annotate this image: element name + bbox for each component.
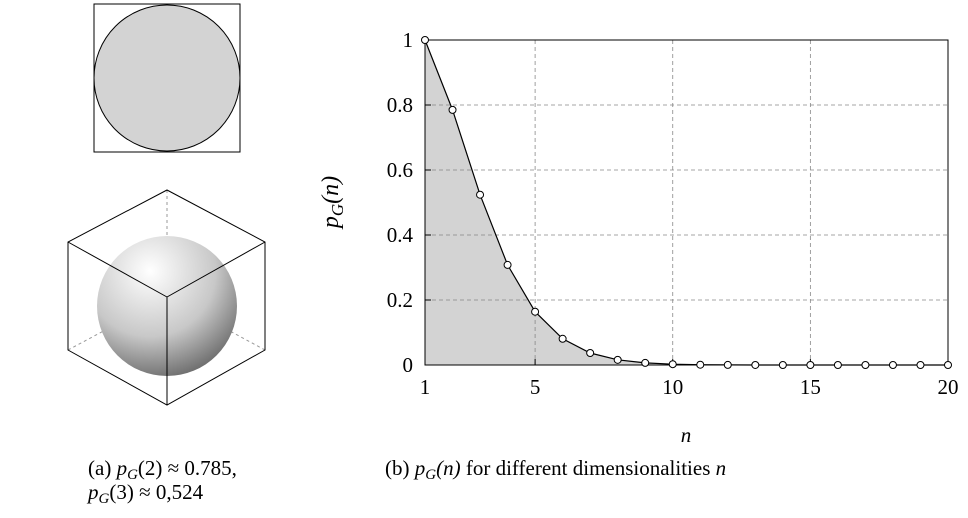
marker bbox=[833, 360, 842, 369]
marker bbox=[558, 334, 567, 343]
marker bbox=[503, 260, 512, 269]
marker bbox=[476, 190, 485, 199]
caption-a-line2: pG(3) ≈ 0,524 bbox=[86, 480, 204, 507]
x-tick-label: 5 bbox=[530, 375, 541, 399]
x-tick-label: 20 bbox=[938, 375, 959, 399]
marker bbox=[696, 360, 705, 369]
marker bbox=[778, 360, 787, 369]
marker bbox=[668, 360, 677, 369]
line bbox=[424, 39, 948, 366]
marker bbox=[806, 360, 815, 369]
y-tick-label: 0.8 bbox=[387, 93, 413, 117]
caption-a-line1: (a) pG(2) ≈ 0.785, bbox=[88, 456, 237, 483]
x-tick-label: 15 bbox=[800, 375, 821, 399]
x-axis-label: n bbox=[681, 423, 692, 447]
y-tick-label: 1 bbox=[403, 28, 414, 52]
marker bbox=[944, 361, 952, 369]
y-tick-label: 0.4 bbox=[387, 223, 414, 247]
marker bbox=[613, 355, 622, 364]
y-tick-label: 0.2 bbox=[387, 288, 413, 312]
caption-b: (b) pG(n) for different dimensionalities… bbox=[385, 456, 726, 483]
marker bbox=[751, 360, 760, 369]
marker bbox=[723, 360, 732, 369]
x-tick-label: 10 bbox=[662, 375, 683, 399]
area bbox=[425, 40, 948, 365]
y-tick-label: 0.6 bbox=[387, 158, 413, 182]
marker bbox=[586, 349, 595, 358]
marker bbox=[531, 307, 540, 316]
marker bbox=[888, 360, 897, 369]
marker bbox=[421, 36, 429, 44]
y-tick-label: 0 bbox=[403, 353, 414, 377]
circle-in-square bbox=[93, 3, 241, 153]
marker bbox=[861, 360, 870, 369]
y-axis-label: pG(n) bbox=[318, 176, 347, 230]
x-tick-label: 1 bbox=[420, 375, 431, 399]
marker bbox=[916, 360, 925, 369]
marker bbox=[641, 358, 650, 367]
sphere-in-cube bbox=[67, 189, 266, 406]
marker bbox=[448, 105, 457, 114]
